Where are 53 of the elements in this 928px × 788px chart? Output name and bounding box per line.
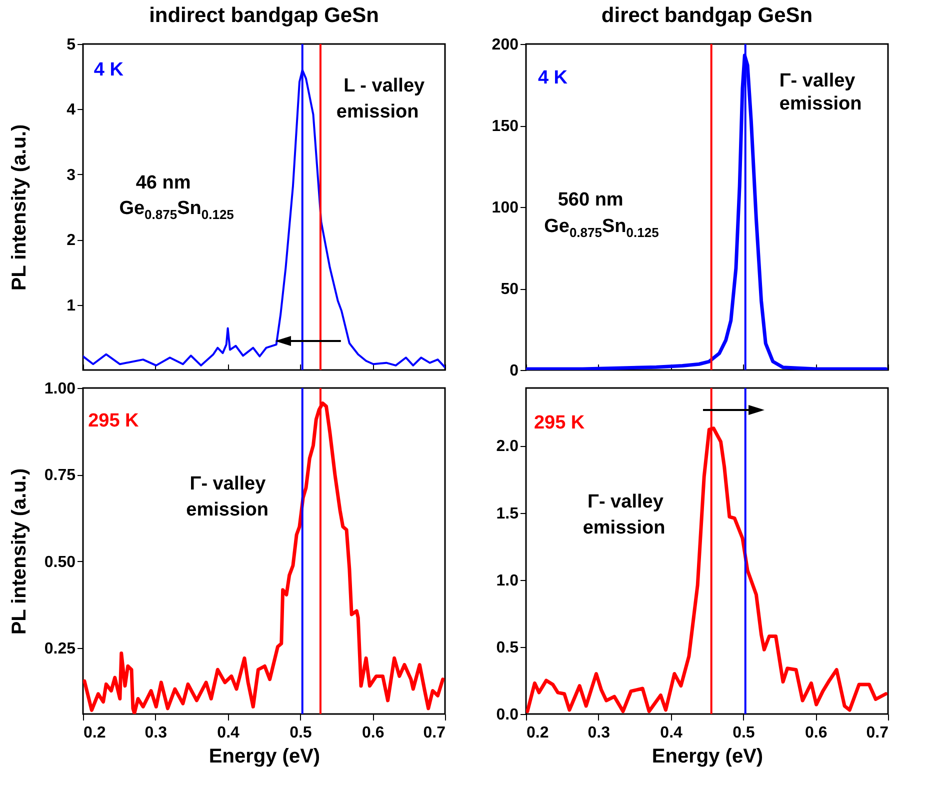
annotation: Γ- valley <box>779 70 856 92</box>
chart-title: direct bandgap GeSn <box>601 4 813 27</box>
y-tick-label: 1.0 <box>496 572 519 590</box>
y-tick-label: 0.0 <box>496 706 519 724</box>
y-tick-label: 150 <box>492 118 519 135</box>
y-tick-label: 4 <box>66 102 76 119</box>
x-tick-label: 0.3 <box>144 724 168 742</box>
x-tick-label: 0.4 <box>660 724 683 742</box>
annotation: 46 nm <box>136 172 191 194</box>
y-axis-title: PL intensity (a.u.) <box>8 124 30 291</box>
y-tick-label: 100 <box>492 200 519 216</box>
y-tick-label: 1.00 <box>44 380 76 398</box>
y-axis-title: PL intensity (a.u.) <box>8 468 30 635</box>
annotation: emission <box>779 94 862 115</box>
x-tick-label: 0.5 <box>732 724 755 742</box>
annotation: emission <box>186 500 269 521</box>
y-tick-label: 0 <box>510 362 519 380</box>
annotation: 560 nm <box>558 190 624 211</box>
annotation: Ge$_{0.875}$Sn$_{0.125}$ <box>544 216 659 240</box>
annotation: Γ- valley <box>588 492 664 513</box>
annotation: emission <box>336 102 419 123</box>
y-tick-label: 0.25 <box>44 640 76 658</box>
y-tick-label: 1 <box>66 297 76 314</box>
y-tick-label: 0.50 <box>44 554 76 571</box>
annotation: emission <box>582 518 666 539</box>
x-tick-label: 0.2 <box>526 724 549 742</box>
y-tick-label: 2 <box>66 232 76 250</box>
chart-title: indirect bandgap GeSn <box>149 4 379 27</box>
y-tick-label: 200 <box>492 36 519 54</box>
x-tick-label: 0.6 <box>804 724 828 742</box>
annotation: 4 K <box>94 60 124 81</box>
annotation: 295 K <box>534 412 585 434</box>
y-tick-label: 5 <box>66 36 76 54</box>
x-tick-label: 0.5 <box>290 724 312 742</box>
y-tick-label: 50 <box>500 281 519 298</box>
x-tick-label: 0.7 <box>423 724 446 742</box>
x-tick-label: 0.7 <box>866 724 889 742</box>
annotation: 4 K <box>538 68 568 89</box>
x-tick-label: 0.4 <box>217 724 240 742</box>
annotation: Ge$_{0.875}$Sn$_{0.125}$ <box>119 198 234 222</box>
x-tick-label: 0.2 <box>84 724 106 742</box>
x-axis-title: Energy (eV) <box>208 746 320 768</box>
x-tick-label: 0.3 <box>588 724 610 742</box>
annotation: L - valley <box>344 76 425 97</box>
y-tick-label: 1.5 <box>496 505 519 522</box>
y-tick-label: 0.75 <box>44 467 76 484</box>
x-axis-title: Energy (eV) <box>652 746 764 768</box>
annotation: Γ- valley <box>190 474 266 495</box>
y-tick-label: 2.0 <box>496 438 519 456</box>
y-tick-label: 3 <box>66 166 76 184</box>
x-tick-label: 0.6 <box>362 724 384 742</box>
annotation: 295 K <box>88 410 139 432</box>
y-tick-label: 0.5 <box>496 639 519 656</box>
